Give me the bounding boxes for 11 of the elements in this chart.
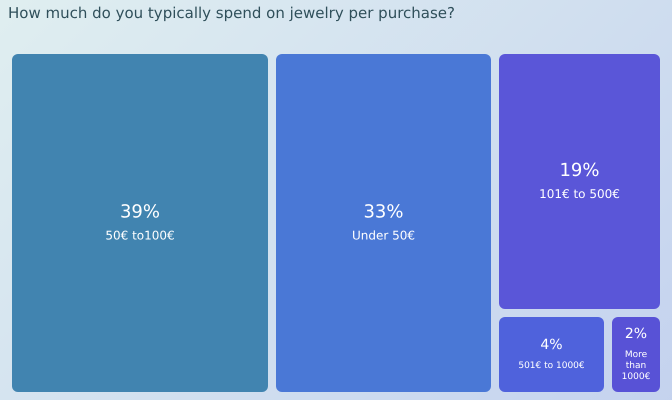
data-label: 4% (540, 337, 563, 354)
data-label: 33% (363, 201, 404, 222)
category-label: 101€ to 500€ (539, 186, 620, 201)
data-label: 39% (120, 201, 160, 222)
data-label: 2% (624, 326, 648, 342)
text: How much do you typically spend on jewelry per purchase? (8, 4, 455, 22)
category-label: 501€ to 1000€ (518, 361, 585, 372)
category-label: Under 50€ (352, 228, 416, 242)
category-label: More than 1000€ (622, 350, 651, 382)
category-label: 50€ to100€ (105, 228, 175, 242)
data-label: 19% (559, 160, 600, 181)
